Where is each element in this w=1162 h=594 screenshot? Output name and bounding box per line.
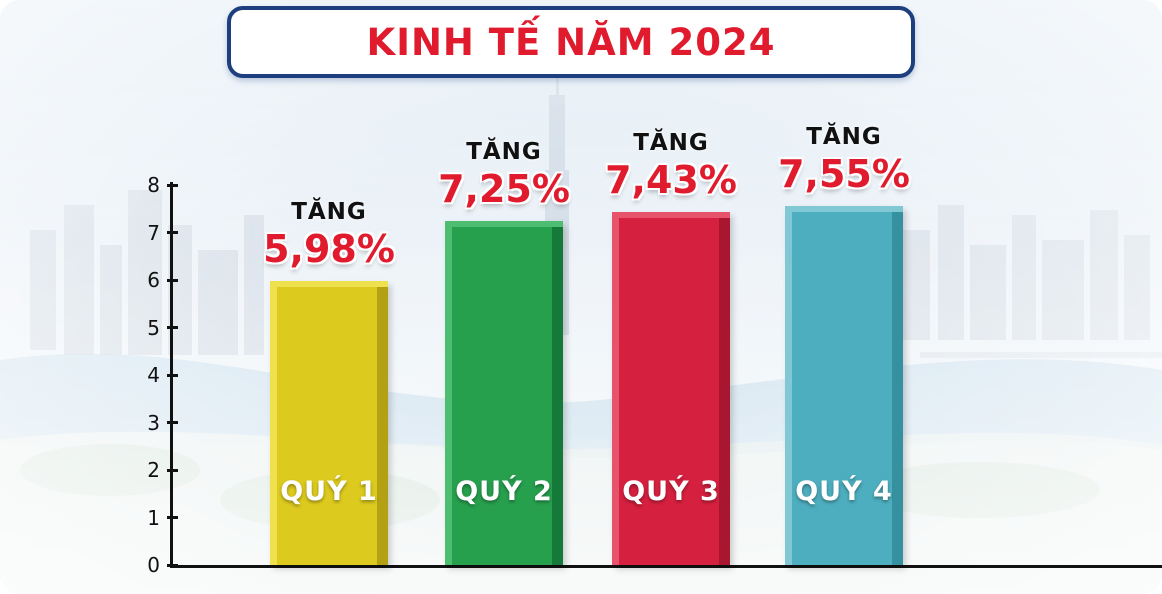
- y-axis-tick: 7: [112, 221, 178, 245]
- y-tick-mark: [167, 468, 178, 472]
- category-label: QUÝ 1: [280, 476, 378, 507]
- y-tick-mark: [167, 373, 178, 377]
- bar-quy-3: QUÝ 3: [612, 212, 730, 565]
- bar-quy-4: QUÝ 4: [785, 206, 903, 565]
- y-tick-mark: [167, 516, 178, 519]
- x-axis-line: [170, 565, 1162, 568]
- increase-label: TĂNG: [466, 138, 542, 165]
- y-tick-mark: [167, 183, 178, 187]
- increase-label: TĂNG: [291, 198, 367, 225]
- bar-labels: TĂNG 5,98%: [263, 198, 395, 272]
- bar-quy-2: QUÝ 2: [445, 221, 563, 565]
- y-tick-label: 3: [147, 410, 160, 435]
- bar-labels: TĂNG 7,25%: [438, 138, 570, 212]
- y-tick-label: 1: [147, 505, 160, 530]
- y-tick-label: 5: [147, 315, 160, 340]
- category-label: QUÝ 2: [455, 476, 553, 507]
- y-axis-tick: 3: [112, 411, 178, 435]
- y-tick-label: 8: [147, 173, 160, 197]
- y-axis-tick: 1: [112, 506, 178, 530]
- y-axis-tick: 0: [112, 553, 178, 577]
- y-tick-mark: [167, 326, 178, 329]
- category-label: QUÝ 3: [622, 476, 720, 507]
- value-label: 5,98%: [263, 227, 395, 272]
- y-tick-label: 0: [147, 553, 160, 577]
- value-label: 7,43%: [605, 158, 737, 203]
- bar-group-quy-1: TĂNG 5,98% QUÝ 1: [263, 199, 395, 565]
- bar-group-quy-3: TĂNG 7,43% QUÝ 3: [605, 130, 737, 565]
- value-label: 7,25%: [438, 167, 570, 212]
- increase-label: TĂNG: [806, 123, 882, 150]
- y-tick-label: 2: [147, 458, 160, 482]
- bar-quy-1: QUÝ 1: [270, 281, 388, 565]
- bar-labels: TĂNG 7,55%: [778, 123, 910, 197]
- y-tick-mark: [167, 563, 178, 567]
- chart-title-box: KINH TẾ NĂM 2024: [227, 6, 915, 78]
- y-tick-label: 4: [147, 363, 160, 387]
- y-tick-label: 7: [147, 220, 160, 245]
- y-axis-tick: 2: [112, 458, 178, 482]
- y-tick-mark: [167, 278, 178, 282]
- y-tick-label: 6: [147, 268, 160, 292]
- value-label: 7,55%: [778, 152, 910, 197]
- bar-group-quy-2: TĂNG 7,25% QUÝ 2: [438, 139, 570, 565]
- increase-label: TĂNG: [633, 129, 709, 156]
- y-tick-mark: [167, 231, 178, 234]
- y-tick-mark: [167, 421, 178, 424]
- category-label: QUÝ 4: [795, 476, 893, 507]
- y-axis-tick: 8: [112, 173, 178, 197]
- bar-labels: TĂNG 7,43%: [605, 129, 737, 203]
- y-axis-tick: 5: [112, 316, 178, 340]
- y-axis-tick: 4: [112, 363, 178, 387]
- chart-title: KINH TẾ NĂM 2024: [366, 20, 776, 64]
- y-axis-tick: 6: [112, 268, 178, 292]
- bar-group-quy-4: TĂNG 7,55% QUÝ 4: [778, 124, 910, 565]
